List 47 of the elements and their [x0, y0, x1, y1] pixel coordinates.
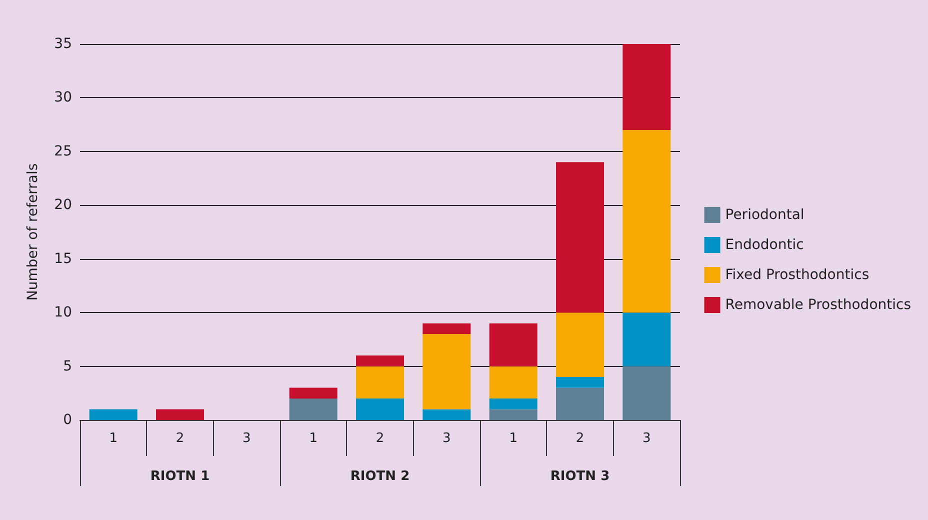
- text: RIOTN 1: [150, 469, 210, 484]
- bar: [89, 409, 138, 420]
- bar: [556, 388, 604, 420]
- y-tick-label: 25: [54, 143, 72, 160]
- x-tick-label: 3: [242, 431, 251, 446]
- bar: [356, 356, 404, 366]
- bar: [422, 334, 471, 410]
- y-axis-title: Number of referrals: [25, 163, 41, 301]
- bar: [622, 366, 671, 420]
- bar: [489, 398, 538, 410]
- bar: [556, 312, 604, 378]
- bar: [489, 323, 538, 366]
- legend-label: Endodontic: [725, 237, 804, 253]
- bar: [422, 323, 471, 334]
- legend-label: Periodontal: [725, 207, 804, 223]
- bar: [556, 162, 604, 313]
- legend-label: Removable Prosthodontics: [725, 297, 912, 313]
- y-tick-label: 30: [54, 90, 72, 106]
- bar: [622, 44, 671, 130]
- y-tick-label: 0: [63, 412, 72, 428]
- x-tick-label: 1: [309, 431, 318, 446]
- x-tick-label: 1: [109, 431, 118, 446]
- bar: [289, 388, 338, 399]
- text: RIOTN 2: [350, 469, 410, 484]
- x-tick-label: 2: [576, 431, 584, 446]
- bar: [489, 409, 538, 420]
- y-tick-label: 35: [54, 36, 72, 52]
- x-tick-label: 1: [509, 431, 518, 446]
- y-tick-label: 10: [54, 304, 72, 321]
- bar: [356, 366, 404, 399]
- bar: [489, 366, 538, 399]
- bar: [156, 409, 204, 420]
- x-tick-label: 2: [176, 431, 184, 446]
- bar: [356, 398, 404, 420]
- x-tick-label: 3: [642, 431, 651, 446]
- bar: [422, 409, 471, 420]
- text: RIOTN 3: [550, 469, 610, 484]
- x-tick-label: 2: [376, 431, 384, 446]
- bar: [622, 312, 671, 366]
- y-tick-label: 5: [63, 358, 72, 374]
- bar: [289, 398, 338, 420]
- bar: [556, 377, 604, 388]
- bar: [622, 130, 671, 313]
- y-tick-label: 15: [54, 250, 72, 267]
- legend-label: Fixed Prosthodontics: [725, 267, 870, 283]
- y-tick-label: 20: [54, 197, 72, 214]
- x-tick-label: 3: [442, 431, 451, 446]
